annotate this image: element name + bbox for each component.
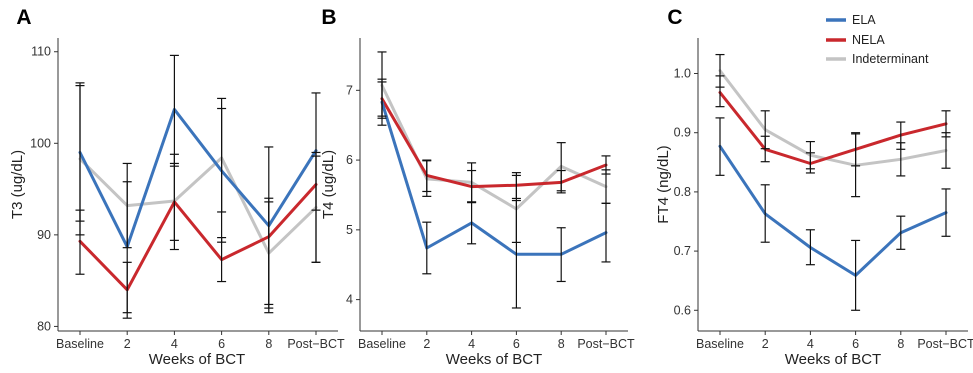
y-axis-title-a: T3 (ug/dL) <box>9 150 26 219</box>
y-tick-label-b: 6 <box>346 153 353 167</box>
y-tick-label-b: 7 <box>346 83 353 97</box>
x-axis-title-c: Weeks of BCT <box>785 351 881 368</box>
x-axis-title-b: Weeks of BCT <box>446 351 542 368</box>
y-tick-label-c: 1.0 <box>674 67 691 81</box>
x-tick-label-b: Post−BCT <box>577 337 635 351</box>
x-tick-label-a: 6 <box>218 337 225 351</box>
panel-letter-b: B <box>321 6 336 29</box>
x-tick-label-c: Baseline <box>696 337 744 351</box>
x-tick-label-c: Post−BCT <box>917 337 973 351</box>
series-line-ela-b <box>380 100 608 256</box>
x-tick-label-a: 4 <box>171 337 178 351</box>
legend-label-nela: NELA <box>852 33 885 47</box>
x-tick-label-b: 2 <box>423 337 430 351</box>
y-tick-label-a: 100 <box>30 136 51 150</box>
x-tick-label-a: 8 <box>265 337 272 351</box>
x-tick-label-b: Baseline <box>358 337 406 351</box>
y-axis-title-c: FT4 (ng/dL) <box>655 145 672 223</box>
legend: ELA NELA Indeterminant <box>826 13 929 66</box>
y-axis-title-b: T4 (ug/dL) <box>320 150 337 219</box>
x-tick-label-c: 8 <box>897 337 904 351</box>
y-tick-label-c: 0.6 <box>674 303 691 317</box>
x-tick-label-a: Baseline <box>56 337 104 351</box>
series-line-indeterminant-c <box>718 69 948 167</box>
x-tick-label-b: 6 <box>513 337 520 351</box>
panel-c: C 0.6 0.7 0.8 0.9 1.0 Baseline 2 4 6 8 Post−BCT Week… <box>655 6 973 368</box>
panel-letter-a: A <box>16 6 31 29</box>
series-line-nela-b <box>380 97 608 189</box>
x-tick-label-c: 4 <box>807 337 814 351</box>
panel-letter-c: C <box>667 6 682 29</box>
y-tick-label-a: 90 <box>37 228 51 242</box>
y-tick-label-b: 5 <box>346 223 353 237</box>
y-tick-label-c: 0.8 <box>674 185 691 199</box>
y-tick-label-c: 0.7 <box>674 244 691 258</box>
x-tick-label-a: 2 <box>124 337 131 351</box>
series-line-ela-a <box>78 107 318 249</box>
x-axis-title-a: Weeks of BCT <box>149 351 245 368</box>
x-tick-label-a: Post−BCT <box>287 337 345 351</box>
series-line-nela-c <box>718 91 948 165</box>
y-tick-label-c: 0.9 <box>674 126 691 140</box>
y-tick-label-b: 4 <box>346 293 353 307</box>
series-line-indeterminant-b <box>380 83 608 211</box>
y-tick-label-a: 80 <box>37 319 51 333</box>
series-line-indeterminant-a <box>78 156 318 255</box>
series-line-ela-c <box>718 144 948 277</box>
y-tick-label-a: 110 <box>31 45 51 59</box>
x-tick-label-c: 6 <box>852 337 859 351</box>
series-line-nela-a <box>78 183 318 292</box>
x-tick-label-b: 8 <box>558 337 565 351</box>
x-tick-label-b: 4 <box>468 337 475 351</box>
legend-label-ela: ELA <box>852 13 876 27</box>
panel-b: B 4 5 6 7 Baseline 2 4 6 8 Post−BCT Weeks of BCT T4 … <box>320 6 635 368</box>
panel-a: A 80 90 100 110 Baseline 2 4 6 8 Post−BCT Weeks of … <box>9 6 345 368</box>
legend-label-indeterminant: Indeterminant <box>852 52 929 66</box>
x-tick-label-c: 2 <box>762 337 769 351</box>
